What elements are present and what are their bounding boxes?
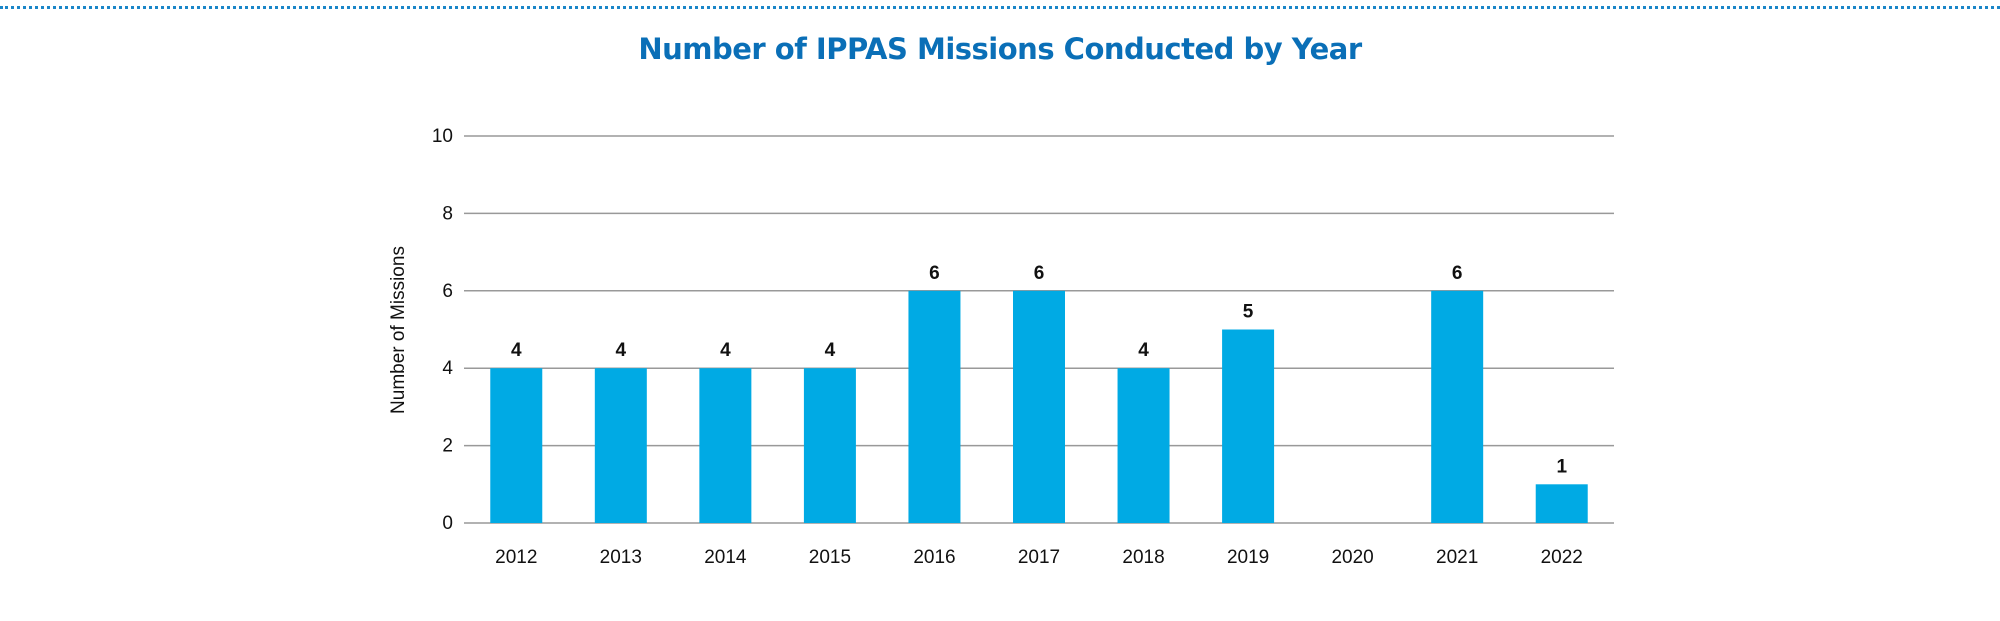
y-tick-label-2: 2 <box>442 436 453 457</box>
bar-2016 <box>908 290 961 523</box>
x-tick-label-2018: 2018 <box>1122 547 1164 568</box>
bar-2012 <box>490 368 543 523</box>
bar-2018 <box>1117 368 1170 523</box>
bar-2015 <box>803 368 856 523</box>
chart-title: Number of IPPAS Missions Conducted by Ye… <box>638 32 1362 66</box>
top-dotted-rule <box>0 6 2000 9</box>
data-label-2022: 1 <box>1556 456 1567 477</box>
x-tick-label-2020: 2020 <box>1331 547 1373 568</box>
y-tick-label-10: 10 <box>432 126 453 147</box>
y-axis-label: Number of Missions <box>388 246 409 414</box>
x-tick-labels: 2012 2013 2014 2015 2016 2017 2018 2019 2020 2021… <box>495 547 1583 568</box>
x-tick-label-2022: 2022 <box>1541 547 1583 568</box>
data-label-2017: 6 <box>1034 263 1045 284</box>
data-label-2016: 6 <box>929 263 940 284</box>
bar-2022 <box>1535 484 1588 523</box>
data-label-2012: 4 <box>511 340 522 361</box>
x-tick-label-2016: 2016 <box>913 547 955 568</box>
data-label-2021: 6 <box>1452 263 1463 284</box>
y-tick-label-0: 0 <box>442 513 453 534</box>
x-tick-label-2012: 2012 <box>495 547 537 568</box>
bar-2017 <box>1013 290 1065 523</box>
data-label-2014: 4 <box>720 340 731 361</box>
y-tick-label-4: 4 <box>442 358 453 379</box>
data-label-2018: 4 <box>1138 340 1149 361</box>
bar-2014 <box>699 368 752 523</box>
data-labels: 4 4 4 4 6 6 4 5 6 1 <box>511 263 1567 478</box>
x-tick-label-2019: 2019 <box>1227 547 1269 568</box>
bars <box>490 290 1588 523</box>
x-tick-label-2014: 2014 <box>704 547 747 568</box>
y-tick-label-6: 6 <box>442 281 453 302</box>
bar-2021 <box>1431 290 1484 523</box>
data-label-2013: 4 <box>616 340 627 361</box>
data-label-2015: 4 <box>825 340 836 361</box>
bar-2019 <box>1222 329 1275 523</box>
y-tick-labels: 0 2 4 6 8 10 <box>432 126 454 534</box>
bar-2013 <box>594 368 647 523</box>
x-tick-label-2017: 2017 <box>1018 547 1060 568</box>
y-tick-label-8: 8 <box>442 203 453 224</box>
x-tick-label-2015: 2015 <box>809 547 851 568</box>
data-label-2019: 5 <box>1243 302 1254 323</box>
x-tick-label-2021: 2021 <box>1436 547 1478 568</box>
x-tick-label-2013: 2013 <box>600 547 642 568</box>
